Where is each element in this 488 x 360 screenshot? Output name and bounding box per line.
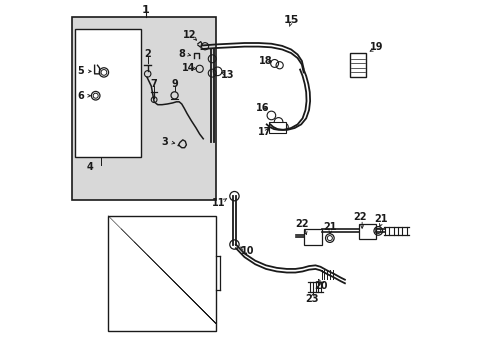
Text: 8: 8 [178,49,185,59]
Text: 21: 21 [374,215,387,224]
Text: 15: 15 [283,15,298,26]
Bar [358,224,376,239]
Text: 1: 1 [142,5,149,15]
Text: 16: 16 [255,103,268,113]
Text: 22: 22 [295,219,308,229]
Bar [349,53,366,77]
Text: 9: 9 [171,79,178,89]
Text: 11: 11 [211,198,225,208]
Bar [268,122,285,134]
Text: 13: 13 [220,70,234,80]
Text: 10: 10 [240,246,254,256]
Text: 23: 23 [305,294,318,305]
Text: 22: 22 [352,212,366,221]
Text: 21: 21 [323,222,336,231]
Text: 4: 4 [87,162,94,172]
Bar [72,17,215,200]
Text: 7: 7 [150,79,157,89]
Text: 3: 3 [161,137,168,147]
Text: 14: 14 [182,63,195,73]
Bar [303,229,322,244]
Text: 2: 2 [144,49,151,59]
Text: 20: 20 [313,281,326,291]
Bar [108,216,215,330]
Text: 18: 18 [258,55,271,66]
Text: 17: 17 [258,127,271,136]
Text: 19: 19 [370,42,383,52]
Text: 6: 6 [77,91,83,101]
Text: 12: 12 [183,30,196,40]
Text: 5: 5 [77,66,83,76]
Bar [75,30,140,157]
